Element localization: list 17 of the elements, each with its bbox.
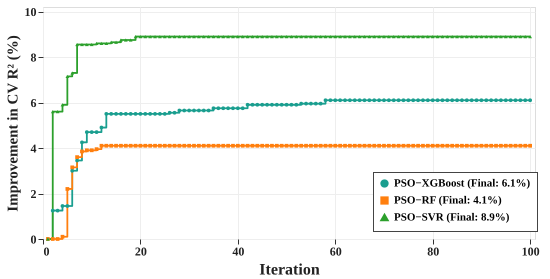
legend-label: PSO−RF (Final: 4.1%) (394, 194, 502, 206)
y-axis-title: Improvement in CV R² (%) (6, 35, 22, 212)
x-tick-label: 100 (522, 244, 540, 258)
legend-label: PSO−XGBoost (Final: 6.1%) (394, 178, 530, 190)
x-tick-label: 80 (427, 244, 440, 258)
x-tick-label: 40 (232, 244, 244, 258)
y-tick-label: 10 (24, 5, 36, 20)
x-tick-label: 0 (44, 244, 50, 258)
y-tick-label: 8 (30, 50, 36, 65)
x-tick-label: 60 (330, 244, 342, 258)
x-tick-label: 20 (134, 244, 147, 258)
y-tick-label: 6 (30, 96, 36, 110)
y-tick-label: 2 (30, 187, 36, 202)
y-tick-label: 4 (30, 142, 36, 156)
x-axis-title: Iteration (259, 262, 320, 278)
y-tick-label: 0 (30, 232, 36, 246)
legend-label: PSO−SVR (Final: 8.9%) (394, 212, 510, 224)
